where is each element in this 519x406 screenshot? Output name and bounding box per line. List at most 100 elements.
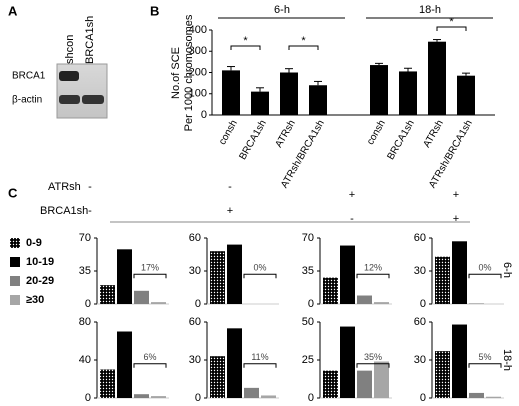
condition-sign: - [350,213,354,225]
y-tick-label: 200 [189,66,207,78]
y-tick-label: 60 [414,232,426,244]
annotation: * [301,35,306,47]
y-tick-label: 40 [79,354,91,366]
bar [457,75,475,115]
group-label: 6-h [274,4,290,16]
bar [323,277,338,304]
bracket [356,273,390,279]
y-tick-label: 70 [302,232,314,244]
y-tick-label: 70 [79,232,91,244]
bar [357,295,372,304]
annotation: 5% [478,352,491,362]
condition-sign: - [88,205,92,217]
row-label: 18-h [501,349,513,371]
band [59,95,80,104]
bar [227,328,242,398]
band [82,95,104,104]
annotation: 35% [364,352,382,362]
x-tick-label: BRCA1sh [385,118,416,162]
y-tick-label: 0 [85,298,91,310]
legend-label: 20-29 [26,275,54,287]
bracket [436,26,467,31]
bracket [243,273,277,279]
condition-sign: + [453,189,459,201]
bar [357,370,372,398]
bar [244,387,259,398]
condition-sign: + [349,189,355,201]
legend-swatch [10,276,20,286]
bar [134,394,149,398]
y-tick-label: 100 [189,88,207,100]
y-tick-label: 0 [85,392,91,404]
x-tick-label: ATRsh [273,118,297,149]
bar [435,256,450,304]
band [59,71,79,81]
x-tick-label: ATRsh [421,118,445,149]
y-axis-label: Per 1000 chromosomes [183,14,195,131]
annotation: 6% [143,352,156,362]
bar [309,85,327,115]
annotation: 0% [253,263,266,273]
y-tick-label: 300 [189,45,207,57]
condition-label: ATRsh [48,181,81,193]
bar [210,251,225,304]
bracket [133,363,167,368]
condition-sign: - [88,181,92,193]
legend-swatch [10,238,20,248]
y-tick-label: 0 [420,392,426,404]
bar [251,91,269,115]
x-tick-label: consh [217,118,240,147]
bar [340,326,355,398]
legend-swatch [10,295,20,305]
bar [435,351,450,398]
bracket [230,45,261,50]
bar [117,249,132,304]
y-tick-label: 35 [302,265,314,277]
bar [323,370,338,398]
annotation: * [449,16,454,28]
y-tick-label: 30 [414,354,426,366]
condition-sign: - [228,181,232,193]
annotation: 12% [364,263,382,273]
condition-sign: + [227,205,233,217]
y-tick-label: 30 [414,265,426,277]
y-tick-label: 30 [189,354,201,366]
bar [151,396,166,398]
x-tick-label: BRCA1sh [237,118,268,162]
condition-label: BRCA1sh [40,205,88,217]
bracket [356,363,390,368]
legend-label: ≥30 [26,294,44,306]
y-tick-label: 60 [414,316,426,328]
y-tick-label: 0 [420,298,426,310]
row-label: 6-h [501,262,513,278]
y-tick-label: 0 [308,298,314,310]
bracket [468,273,502,279]
bar [469,303,484,304]
panel-label: A [8,3,18,18]
annotation: * [243,35,248,47]
y-tick-label: 0 [201,109,207,121]
bar [452,324,467,398]
y-tick-label: 25 [302,354,314,366]
bar [100,285,115,304]
bar [100,369,115,398]
bar [227,244,242,304]
x-tick-label: consh [365,118,388,147]
blot-label: β-actin [12,95,42,106]
bracket [468,363,502,368]
bar [374,361,389,398]
y-tick-label: 35 [79,265,91,277]
y-tick-label: 0 [308,392,314,404]
y-tick-label: 0 [195,298,201,310]
bracket [243,363,277,368]
legend-label: 0-9 [26,237,42,249]
legend-swatch [10,257,20,267]
bar [134,290,149,304]
y-tick-label: 0 [195,392,201,404]
bar [399,71,417,115]
bar [261,395,276,398]
lane-label: BRCA1sh [84,16,96,64]
panel-label: B [150,3,159,18]
bar [222,70,240,115]
